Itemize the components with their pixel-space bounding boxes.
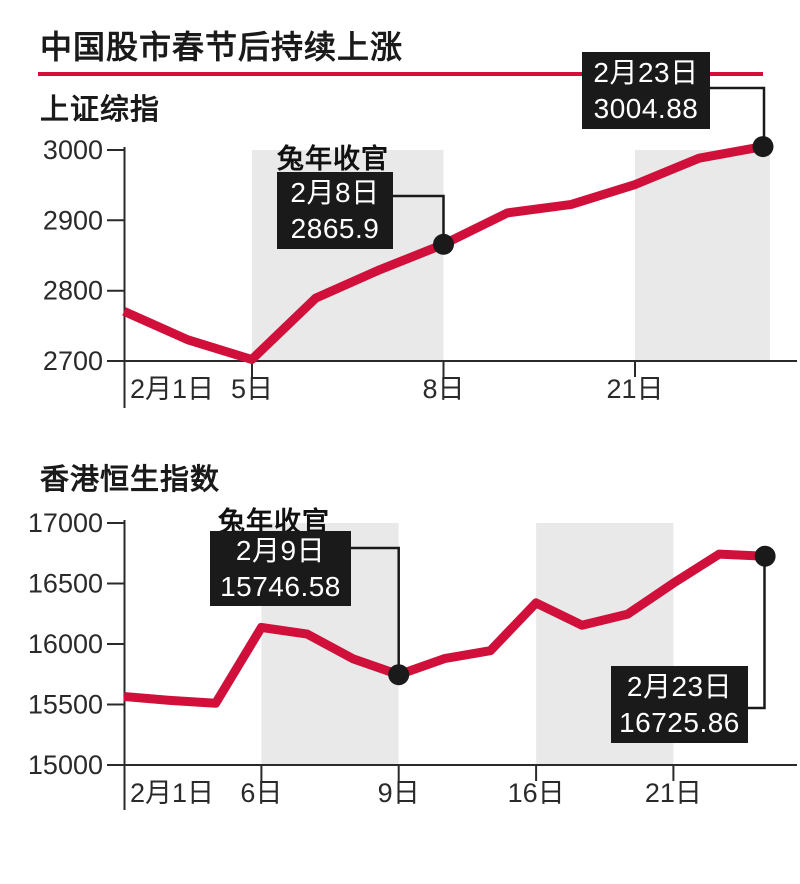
chart-sse: 3000 2900 2800 2700 2月1日 5日 8日 21日 <box>43 86 797 408</box>
annotation-value: 16725.86 <box>619 706 740 738</box>
x-tick-label: 8日 <box>422 374 464 404</box>
title-underline <box>38 72 763 76</box>
y-tick-label: 16500 <box>28 569 103 599</box>
annotation-value: 15746.58 <box>220 570 341 602</box>
annotation-connector <box>392 194 445 244</box>
y-tick-label: 16000 <box>28 629 103 659</box>
page-title: 中国股市春节后持续上涨 <box>40 29 404 65</box>
hsi-price-line <box>123 549 766 708</box>
annotation-box: 2月8日 2865.9 <box>277 172 393 249</box>
annotation-date: 2月23日 <box>626 670 733 702</box>
annotation-date: 2月8日 <box>290 176 380 208</box>
annotation-connector <box>350 546 400 675</box>
y-tick-label: 15000 <box>28 750 103 780</box>
x-tick-label: 6日 <box>240 778 282 808</box>
x-tick-label: 2月1日 <box>130 374 214 404</box>
y-tick-label: 2700 <box>43 346 103 376</box>
annotation-value: 3004.88 <box>593 92 699 124</box>
highlight-band <box>635 150 770 361</box>
chart1-title: 上证综指 <box>40 94 161 126</box>
y-tick-label: 3000 <box>43 135 103 165</box>
annotation-tag: 兔年收官 <box>277 144 389 174</box>
annotation-box: 2月9日 15746.58 <box>210 531 351 606</box>
y-tick-label: 2900 <box>43 205 103 235</box>
x-tick-label: 16日 <box>508 778 565 808</box>
y-tick-label: 15500 <box>28 690 103 720</box>
x-tick-label: 21日 <box>645 778 702 808</box>
y-tick-label: 17000 <box>28 508 103 538</box>
x-tick-label: 9日 <box>378 778 420 808</box>
annotation-connector <box>747 557 766 710</box>
x-tick-label: 2月1日 <box>130 778 214 808</box>
chart2-title: 香港恒生指数 <box>40 464 221 496</box>
annotation-date: 2月23日 <box>593 56 699 88</box>
data-point-dot <box>752 136 774 158</box>
chart-hsi: 17000 16500 16000 15500 15000 2月1日 6日 9日… <box>28 508 797 810</box>
annotation-box: 2月23日 3004.88 <box>582 52 710 129</box>
data-point-dot <box>754 545 776 567</box>
data-point-dot <box>388 664 410 686</box>
annotation-connector <box>710 86 766 147</box>
annotation-box: 2月23日 16725.86 <box>611 666 748 743</box>
x-tick-label: 21日 <box>606 374 663 404</box>
y-tick-label: 2800 <box>43 276 103 306</box>
data-point-dot <box>433 233 454 255</box>
annotation-date: 2月9日 <box>235 534 326 566</box>
x-tick-label: 5日 <box>231 374 273 404</box>
annotation-value: 2865.9 <box>290 212 380 244</box>
